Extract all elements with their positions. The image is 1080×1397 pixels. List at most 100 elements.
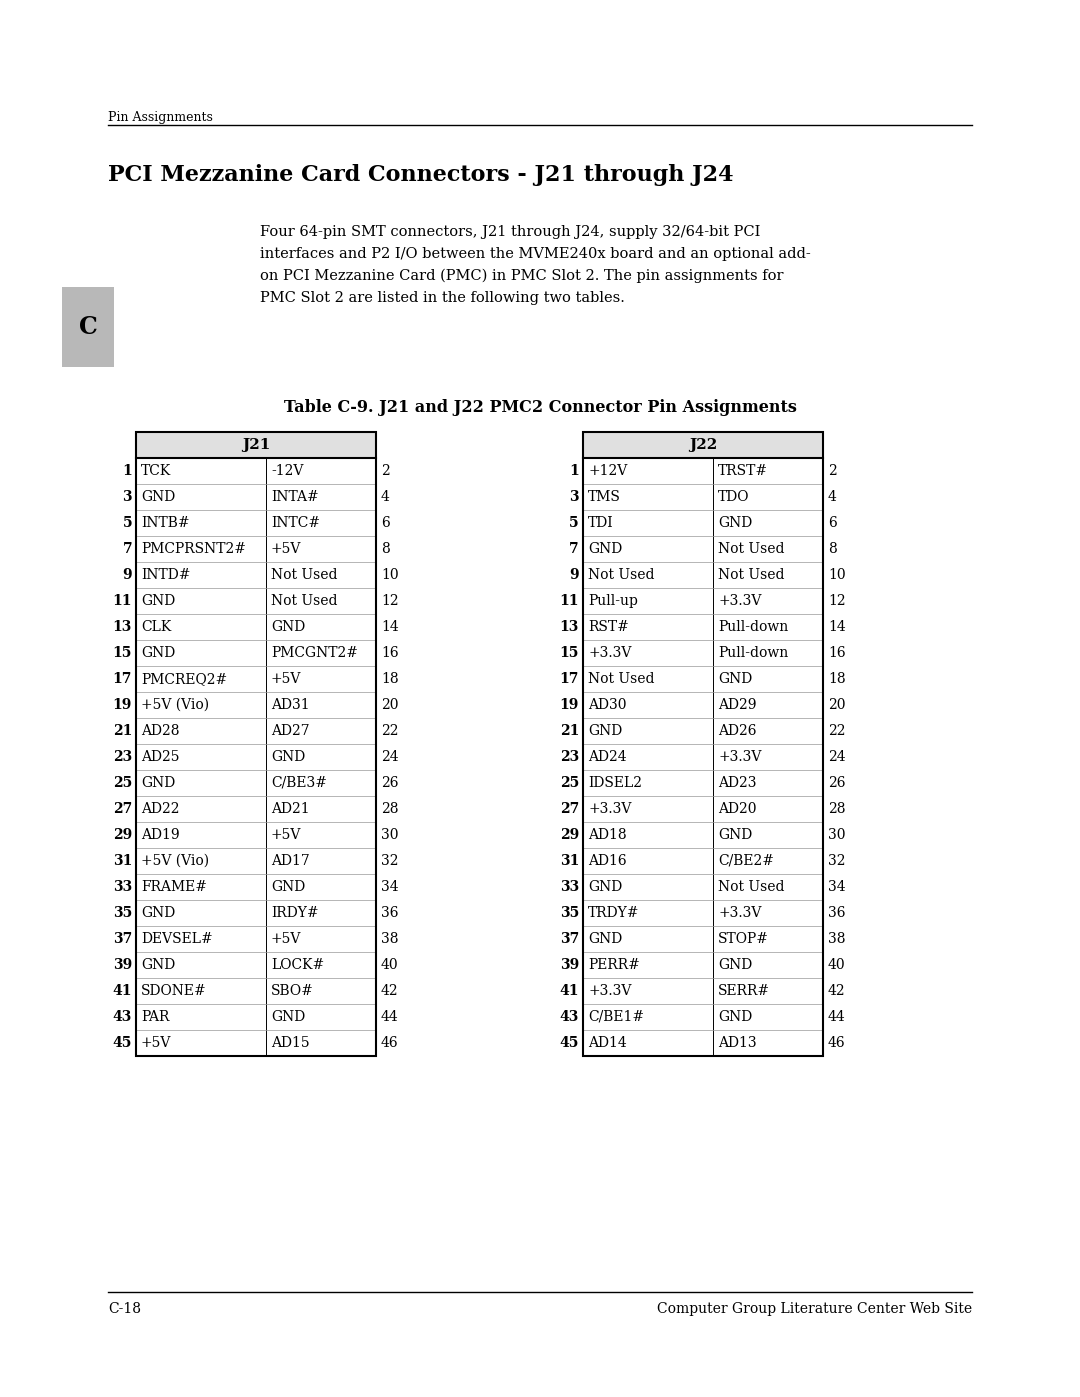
Text: 39: 39 [112,958,132,972]
Bar [136,432,376,458]
Text: 32: 32 [381,854,399,868]
Text: 30: 30 [381,828,399,842]
Text: 28: 28 [381,802,399,816]
Text: 38: 38 [828,932,846,946]
Text: +3.3V: +3.3V [588,983,632,997]
Text: 17: 17 [112,672,132,686]
Text: 1: 1 [122,464,132,478]
Text: Pull-down: Pull-down [718,620,788,634]
Text: +5V: +5V [271,542,301,556]
Text: 20: 20 [381,698,399,712]
Text: 5: 5 [122,515,132,529]
Text: 11: 11 [559,594,579,608]
Text: +3.3V: +3.3V [588,802,632,816]
Text: Pull-down: Pull-down [718,645,788,659]
Text: 44: 44 [828,1010,846,1024]
Text: CLK: CLK [141,620,172,634]
Text: GND: GND [718,672,753,686]
Text: PMC Slot 2 are listed in the following two tables.: PMC Slot 2 are listed in the following t… [260,291,625,305]
Text: AD20: AD20 [718,802,756,816]
Text: 35: 35 [112,907,132,921]
Text: Not Used: Not Used [588,569,654,583]
Text: 41: 41 [559,983,579,997]
Bar [583,432,823,458]
Text: 2: 2 [828,464,837,478]
Text: +5V (Vio): +5V (Vio) [141,698,210,712]
Text: 9: 9 [569,569,579,583]
Text: 6: 6 [828,515,837,529]
Text: 23: 23 [112,750,132,764]
Text: 17: 17 [559,672,579,686]
Text: IDSEL2: IDSEL2 [588,775,642,789]
Text: 32: 32 [828,854,846,868]
Text: Not Used: Not Used [718,542,784,556]
Text: 36: 36 [828,907,846,921]
Text: AD19: AD19 [141,828,179,842]
Text: AD24: AD24 [588,750,626,764]
Text: Not Used: Not Used [718,880,784,894]
Text: TDO: TDO [718,490,750,504]
Text: 37: 37 [112,932,132,946]
Text: GND: GND [271,750,306,764]
Text: Computer Group Literature Center Web Site: Computer Group Literature Center Web Sit… [657,1302,972,1316]
Text: Four 64-pin SMT connectors, J21 through J24, supply 32/64-bit PCI: Four 64-pin SMT connectors, J21 through … [260,225,760,239]
Text: 7: 7 [122,542,132,556]
Text: 39: 39 [559,958,579,972]
Text: 4: 4 [828,490,837,504]
Text: -12V: -12V [271,464,303,478]
Text: TCK: TCK [141,464,172,478]
Text: 40: 40 [381,958,399,972]
Text: PERR#: PERR# [588,958,639,972]
Text: 42: 42 [381,983,399,997]
Text: 18: 18 [828,672,846,686]
Text: C/BE1#: C/BE1# [588,1010,644,1024]
Text: 25: 25 [112,775,132,789]
Text: 4: 4 [381,490,390,504]
Text: 12: 12 [828,594,846,608]
Text: 9: 9 [122,569,132,583]
Text: IRDY#: IRDY# [271,907,319,921]
Text: 3: 3 [569,490,579,504]
Text: AD30: AD30 [588,698,626,712]
Text: C/BE2#: C/BE2# [718,854,774,868]
Text: AD23: AD23 [718,775,756,789]
Text: +5V: +5V [271,828,301,842]
Text: AD13: AD13 [718,1037,757,1051]
Text: TRDY#: TRDY# [588,907,639,921]
Text: Not Used: Not Used [271,569,337,583]
Text: +3.3V: +3.3V [588,645,632,659]
Text: AD27: AD27 [271,724,310,738]
Text: +5V (Vio): +5V (Vio) [141,854,210,868]
Text: GND: GND [141,645,175,659]
Text: 26: 26 [381,775,399,789]
Text: GND: GND [718,958,753,972]
Text: FRAME#: FRAME# [141,880,207,894]
Text: RST#: RST# [588,620,629,634]
Text: +3.3V: +3.3V [718,907,761,921]
Text: 34: 34 [828,880,846,894]
Text: AD29: AD29 [718,698,756,712]
Text: C-18: C-18 [108,1302,141,1316]
Text: 8: 8 [381,542,390,556]
Text: GND: GND [718,1010,753,1024]
Text: J22: J22 [689,439,717,453]
Text: J21: J21 [242,439,270,453]
Text: Not Used: Not Used [271,594,337,608]
Text: GND: GND [141,958,175,972]
Text: Pull-up: Pull-up [588,594,638,608]
Text: Not Used: Not Used [718,569,784,583]
Text: 15: 15 [559,645,579,659]
Text: 25: 25 [559,775,579,789]
Text: INTD#: INTD# [141,569,190,583]
Text: +5V: +5V [271,672,301,686]
Text: 45: 45 [559,1037,579,1051]
Text: AD18: AD18 [588,828,626,842]
Text: Not Used: Not Used [588,672,654,686]
Text: AD21: AD21 [271,802,310,816]
Text: 21: 21 [112,724,132,738]
Text: 37: 37 [559,932,579,946]
Text: 44: 44 [381,1010,399,1024]
Text: 29: 29 [112,828,132,842]
Text: 22: 22 [828,724,846,738]
Text: 10: 10 [381,569,399,583]
